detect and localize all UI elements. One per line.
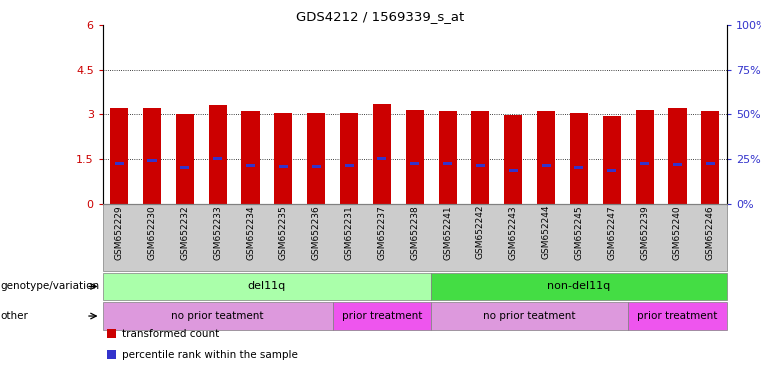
Bar	[705, 162, 715, 165]
Bar	[180, 166, 189, 169]
Bar	[673, 163, 682, 166]
Bar	[246, 164, 255, 167]
Text: no prior teatment: no prior teatment	[171, 311, 264, 321]
Text: percentile rank within the sample: percentile rank within the sample	[122, 350, 298, 360]
Bar	[110, 108, 128, 204]
Text: other: other	[1, 311, 29, 321]
Text: non-del11q: non-del11q	[547, 281, 610, 291]
Bar	[410, 162, 419, 165]
Text: no prior teatment: no prior teatment	[483, 311, 576, 321]
Bar	[143, 108, 161, 204]
Bar	[575, 166, 584, 169]
Bar	[307, 113, 325, 204]
Text: genotype/variation: genotype/variation	[1, 281, 100, 291]
Bar	[471, 111, 489, 204]
Bar	[213, 157, 222, 161]
Bar	[570, 113, 588, 204]
Bar	[476, 164, 485, 167]
Bar	[176, 114, 194, 204]
Bar	[279, 165, 288, 168]
Text: del11q: del11q	[248, 281, 286, 291]
Bar	[443, 162, 452, 165]
Bar	[274, 113, 292, 204]
Bar	[607, 169, 616, 172]
Bar	[537, 111, 556, 204]
Bar	[702, 111, 719, 204]
Text: transformed count: transformed count	[122, 329, 219, 339]
Bar	[312, 165, 320, 168]
Bar	[373, 104, 391, 204]
Text: GDS4212 / 1569339_s_at: GDS4212 / 1569339_s_at	[296, 10, 465, 23]
Bar	[377, 157, 387, 161]
Bar	[505, 115, 522, 204]
Bar	[241, 111, 260, 204]
Bar	[603, 116, 621, 204]
Bar	[340, 113, 358, 204]
Bar	[668, 108, 686, 204]
Text: prior treatment: prior treatment	[637, 311, 718, 321]
Bar	[148, 159, 157, 162]
Text: prior treatment: prior treatment	[342, 311, 422, 321]
Bar	[640, 162, 649, 165]
Bar	[345, 164, 354, 167]
Bar	[115, 162, 124, 165]
Bar	[635, 110, 654, 204]
Bar	[406, 110, 424, 204]
Bar	[209, 105, 227, 204]
Bar	[438, 111, 457, 204]
Bar	[509, 169, 517, 172]
Bar	[542, 164, 551, 167]
